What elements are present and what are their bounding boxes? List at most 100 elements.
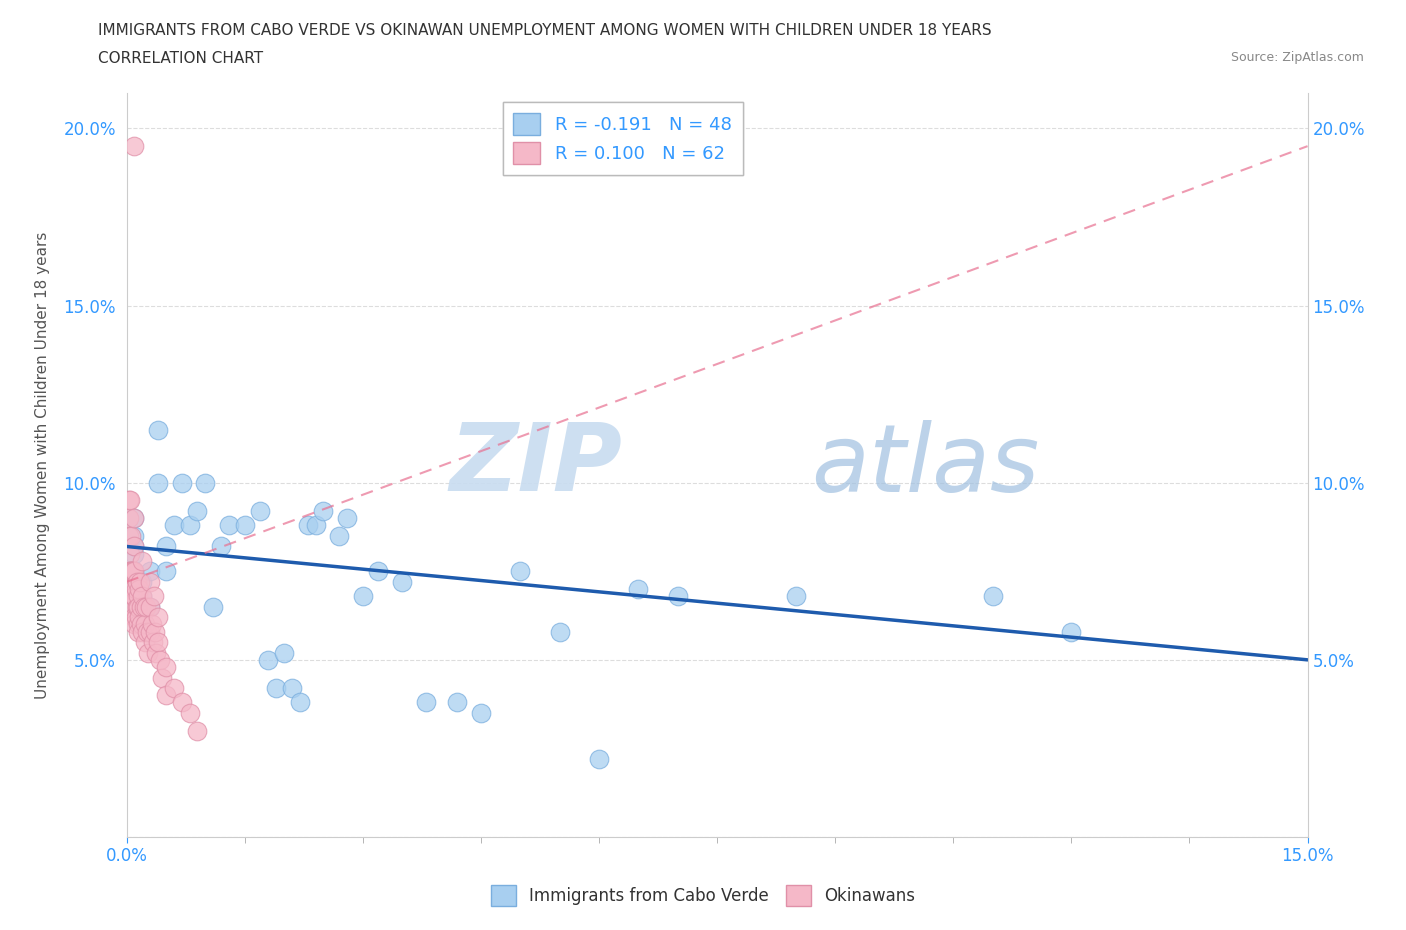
Point [143,589,166,604]
Point [131,617,153,631]
Point [143,624,166,639]
Point [125,575,148,590]
Point [125,599,148,614]
Point [145,645,167,660]
Point [131,589,153,604]
Point [1060,624,1083,639]
Point [179,518,201,533]
Point [367,564,389,578]
Point [120,528,142,543]
Point [146,634,169,649]
Point [124,511,146,525]
Point [264,681,287,696]
Point [588,751,610,766]
Text: CORRELATION CHART: CORRELATION CHART [98,51,263,66]
Point [129,575,152,590]
Point [146,422,169,437]
Point [179,706,201,721]
Point [124,528,146,543]
Point [146,475,169,490]
Point [128,610,150,625]
Point [127,589,149,604]
Point [981,589,1004,604]
Point [312,504,335,519]
Point [131,553,153,568]
Point [785,589,807,604]
Point [128,581,150,596]
Point [139,575,162,590]
Point [163,681,186,696]
Point [124,564,146,578]
Point [121,599,143,614]
Text: ZIP: ZIP [450,419,623,511]
Point [134,634,156,649]
Point [141,617,163,631]
Point [118,493,141,508]
Point [124,539,146,554]
Point [249,504,271,519]
Point [548,624,571,639]
Point [118,511,141,525]
Point [120,493,142,508]
Point [125,610,148,625]
Point [139,624,162,639]
Point [118,528,141,543]
Legend: R = -0.191   N = 48, R = 0.100   N = 62: R = -0.191 N = 48, R = 0.100 N = 62 [502,102,742,175]
Point [666,589,689,604]
Point [136,624,159,639]
Point [131,575,153,590]
Text: Source: ZipAtlas.com: Source: ZipAtlas.com [1230,51,1364,64]
Point [124,511,146,525]
Point [122,581,145,596]
Point [146,610,169,625]
Point [125,581,148,596]
Point [446,695,468,710]
Point [155,564,177,578]
Point [139,599,162,614]
Point [118,564,141,578]
Point [470,706,492,721]
Point [194,475,217,490]
Point [297,518,319,533]
Point [150,671,173,685]
Point [304,518,326,533]
Text: IMMIGRANTS FROM CABO VERDE VS OKINAWAN UNEMPLOYMENT AMONG WOMEN WITH CHILDREN UN: IMMIGRANTS FROM CABO VERDE VS OKINAWAN U… [98,23,993,38]
Point [257,653,280,668]
Point [352,589,374,604]
Point [170,475,193,490]
Point [124,139,146,153]
Point [124,539,146,554]
Point [186,724,208,738]
Point [139,599,162,614]
Point [118,546,141,561]
Point [132,599,155,614]
Point [121,564,143,578]
Point [124,589,146,604]
Point [288,695,311,710]
Point [149,653,172,668]
Point [139,564,162,578]
Y-axis label: Unemployment Among Women with Children Under 18 years: Unemployment Among Women with Children U… [35,232,49,698]
Point [163,518,186,533]
Point [127,624,149,639]
Point [121,589,143,604]
Point [120,564,142,578]
Point [209,539,232,554]
Point [120,581,142,596]
Point [328,528,350,543]
Point [124,564,146,578]
Point [391,575,413,590]
Legend: Immigrants from Cabo Verde, Okinawans: Immigrants from Cabo Verde, Okinawans [484,879,922,912]
Point [281,681,304,696]
Point [120,564,142,578]
Point [124,546,146,561]
Point [155,688,177,703]
Point [136,645,159,660]
Point [415,695,437,710]
Point [233,518,256,533]
Point [627,581,650,596]
Point [131,589,153,604]
Point [170,695,193,710]
Point [135,599,157,614]
Point [129,599,152,614]
